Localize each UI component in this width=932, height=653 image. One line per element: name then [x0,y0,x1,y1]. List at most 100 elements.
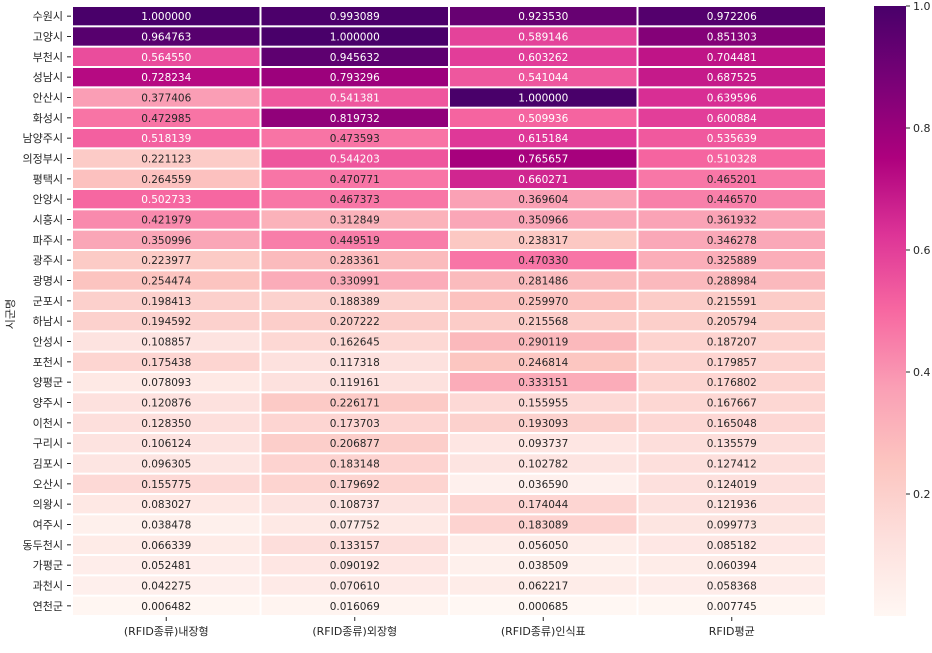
row-tick-label: 양주시 [33,397,63,410]
cell-value-label: 0.167667 [707,398,757,410]
heatmap-cell [450,271,637,290]
heatmap-cell [73,149,260,168]
heatmap-cell [638,576,825,595]
heatmap-cell [261,129,448,148]
heatmap-cell [450,27,637,46]
cell-value-label: 0.535639 [707,133,757,145]
heatmap-cell [450,373,637,392]
heatmap-cell [450,393,637,412]
heatmap-cell [638,149,825,168]
cell-value-label: 0.155955 [518,398,568,410]
heatmap-cell [73,27,260,46]
heatmap-cell [450,7,637,26]
heatmap-cell [450,454,637,473]
cell-value-label: 1.000000 [141,11,191,23]
cell-value-label: 0.465201 [707,174,757,186]
heatmap-cell [73,515,260,534]
heatmap-cell [73,169,260,188]
cell-value-label: 0.964763 [141,32,191,44]
cell-value-label: 0.135579 [707,438,757,450]
column-tick-label: (RFID종류)내장형 [124,625,209,638]
cell-value-label: 0.765657 [518,154,568,166]
heatmap-cell [73,596,260,615]
heatmap-cell [450,129,637,148]
heatmap-cell [450,108,637,127]
cell-value-label: 0.312849 [330,215,380,227]
row-tick-label: 가평군 [33,559,63,572]
cell-value-label: 0.470771 [330,174,380,186]
cell-value-label: 0.993089 [330,11,380,23]
cell-value-label: 0.093737 [518,438,568,450]
cell-value-label: 0.179692 [330,479,380,491]
heatmap-cell [638,7,825,26]
heatmap-cell [73,7,260,26]
heatmap-cell [73,373,260,392]
row-tick-label: 여주시 [33,519,63,532]
heatmap-cell [261,556,448,575]
heatmap-cell [450,515,637,534]
row-tick-label: 안산시 [33,92,63,105]
heatmap-cell [261,596,448,615]
cell-value-label: 0.193093 [518,418,568,430]
heatmap-cell [638,454,825,473]
cell-value-label: 0.078093 [141,377,191,389]
cell-value-label: 0.333151 [518,377,568,389]
row-labels: 수원시고양시부천시성남시안산시화성시남양주시의정부시평택시안양시시흥시파주시광주… [23,10,71,613]
cell-value-label: 0.819732 [330,113,380,125]
cell-value-label: 0.006482 [141,601,191,613]
cell-value-label: 0.108857 [141,337,191,349]
heatmap-cell [261,454,448,473]
column-tick-label: (RFID종류)외장형 [312,625,397,638]
heatmap-cell [73,230,260,249]
heatmap-cell [73,129,260,148]
cell-value-label: 0.281486 [518,276,568,288]
heatmap-cell [261,27,448,46]
cell-value-label: 0.793296 [330,72,380,84]
cell-value-label: 0.470330 [518,255,568,267]
cell-value-label: 0.121936 [707,499,757,511]
heatmap-cell [261,434,448,453]
cell-value-label: 0.467373 [330,194,380,206]
cell-value-label: 0.106124 [141,438,191,450]
heatmap-cell [638,108,825,127]
heatmap-cell [638,332,825,351]
column-labels: (RFID종류)내장형 (RFID종류)외장형 (RFID종류)인식표 RFID평균 [124,617,755,638]
cell-value-label: 0.179857 [707,357,757,369]
row-tick-label: 포천시 [33,355,63,369]
heatmap-cell [638,251,825,270]
heatmap-cell [261,495,448,514]
cell-value-label: 0.077752 [330,520,380,532]
heatmap-cell [261,373,448,392]
cell-value-label: 0.117318 [330,357,380,369]
colorbar-tick-label: 0.8 [913,122,931,135]
cell-value-label: 0.639596 [707,93,757,105]
cell-value-label: 0.221123 [141,154,191,166]
cell-value-label: 0.000685 [518,601,568,613]
heatmap-cell [261,291,448,310]
heatmap-cell [450,68,637,87]
heatmap-cell [638,210,825,229]
row-tick-label: 오산시 [33,478,63,491]
heatmap-cell [261,251,448,270]
heatmap-cell [261,535,448,554]
heatmap-cell [73,88,260,107]
row-tick-label: 성남시 [33,71,63,84]
cell-value-label: 0.369604 [518,194,568,206]
cell-value-label: 0.615184 [518,133,568,145]
heatmap-cell [73,474,260,493]
heatmap-cell [638,596,825,615]
cell-value-label: 0.090192 [330,560,380,572]
cell-value-label: 0.330991 [330,276,380,288]
heatmap-cell [450,230,637,249]
cell-value-label: 0.066339 [141,540,191,552]
heatmap-cell [261,393,448,412]
row-tick-label: 이천시 [33,416,63,430]
heatmap-cell [73,576,260,595]
column-tick-label: (RFID종류)인식표 [501,625,586,638]
heatmap-cells: 1.000000 0.993089 0.923530 0.972206 0.964763… [73,7,825,615]
heatmap-cell [450,474,637,493]
row-tick-label: 군포시 [33,295,63,308]
cell-value-label: 0.038478 [141,520,191,532]
cell-value-label: 0.173703 [330,418,380,430]
cell-value-label: 0.687525 [707,72,757,84]
